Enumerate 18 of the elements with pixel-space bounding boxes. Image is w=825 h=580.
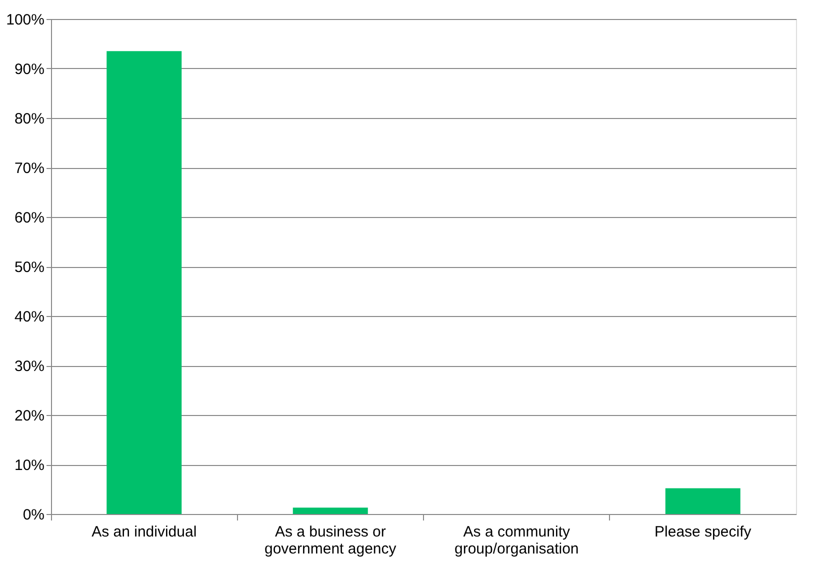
y-tick-label: 20% [14,408,44,424]
x-tick-label: As an individual [92,524,197,540]
bar [292,508,368,514]
y-tick-label: 30% [14,358,44,375]
x-tick-label: Please specify [654,524,752,540]
y-tick-label: 70% [14,160,44,177]
bar [665,488,740,514]
y-tick-label: 90% [14,61,44,78]
bar [106,51,182,514]
y-tick-label: 100% [6,12,44,28]
y-tick-label: 60% [14,210,44,226]
x-tick-label: As a community group/organisation [454,524,579,558]
y-tick-label: 50% [14,259,44,276]
x-tick-label: As a business or government agency [264,524,397,558]
y-tick-label: 0% [22,506,44,524]
y-tick-label: 80% [14,110,44,128]
y-tick-label: 40% [14,308,44,326]
y-tick-label: 10% [14,457,44,474]
